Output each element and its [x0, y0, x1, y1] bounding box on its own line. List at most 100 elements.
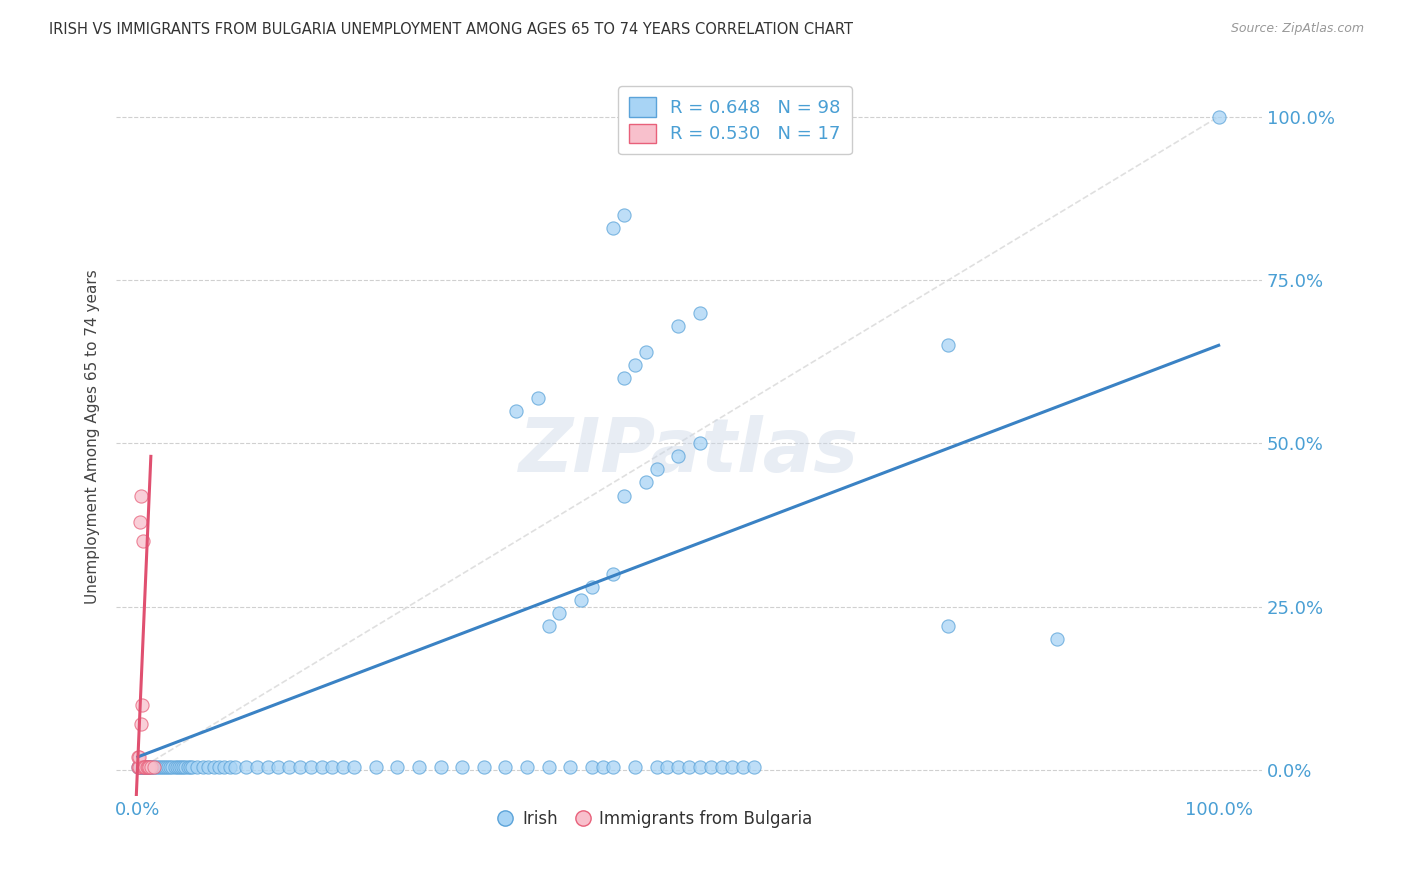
- Point: [710, 760, 733, 774]
- Point: [689, 760, 711, 774]
- Point: [311, 760, 333, 774]
- Point: [162, 760, 184, 774]
- Point: [235, 760, 257, 774]
- Point: [689, 305, 711, 319]
- Point: [537, 760, 560, 774]
- Point: [129, 717, 152, 731]
- Point: [129, 515, 152, 529]
- Point: [299, 760, 322, 774]
- Point: [581, 760, 603, 774]
- Point: [136, 760, 159, 774]
- Point: [613, 371, 636, 385]
- Point: [127, 760, 149, 774]
- Point: [167, 760, 190, 774]
- Point: [602, 566, 624, 581]
- Point: [174, 760, 197, 774]
- Point: [516, 760, 538, 774]
- Point: [733, 760, 755, 774]
- Point: [332, 760, 354, 774]
- Point: [127, 750, 149, 764]
- Point: [267, 760, 290, 774]
- Point: [472, 760, 495, 774]
- Point: [139, 760, 162, 774]
- Point: [170, 760, 193, 774]
- Point: [208, 760, 231, 774]
- Point: [179, 760, 201, 774]
- Point: [172, 760, 194, 774]
- Point: [742, 760, 765, 774]
- Point: [202, 760, 225, 774]
- Point: [135, 760, 157, 774]
- Point: [666, 318, 689, 333]
- Point: [494, 760, 516, 774]
- Point: [166, 760, 188, 774]
- Point: [526, 391, 548, 405]
- Point: [132, 760, 155, 774]
- Point: [592, 760, 614, 774]
- Point: [613, 208, 636, 222]
- Point: [581, 580, 603, 594]
- Point: [645, 760, 668, 774]
- Y-axis label: Unemployment Among Ages 65 to 74 years: Unemployment Among Ages 65 to 74 years: [86, 269, 100, 604]
- Point: [136, 760, 159, 774]
- Point: [176, 760, 198, 774]
- Point: [163, 760, 186, 774]
- Point: [938, 619, 960, 633]
- Point: [197, 760, 219, 774]
- Point: [1208, 110, 1230, 124]
- Point: [191, 760, 214, 774]
- Point: [186, 760, 208, 774]
- Point: [134, 760, 156, 774]
- Point: [143, 760, 166, 774]
- Point: [505, 403, 527, 417]
- Point: [150, 760, 173, 774]
- Point: [634, 344, 657, 359]
- Point: [246, 760, 269, 774]
- Point: [451, 760, 474, 774]
- Point: [256, 760, 278, 774]
- Point: [699, 760, 721, 774]
- Point: [134, 760, 156, 774]
- Point: [143, 760, 166, 774]
- Point: [288, 760, 311, 774]
- Point: [135, 760, 157, 774]
- Point: [148, 760, 170, 774]
- Point: [678, 760, 700, 774]
- Point: [429, 760, 451, 774]
- Point: [666, 760, 689, 774]
- Point: [278, 760, 301, 774]
- Point: [129, 760, 152, 774]
- Text: ZIPatlas: ZIPatlas: [519, 415, 859, 488]
- Point: [129, 760, 152, 774]
- Point: [569, 593, 592, 607]
- Point: [145, 760, 167, 774]
- Point: [157, 760, 180, 774]
- Point: [224, 760, 246, 774]
- Point: [634, 475, 657, 490]
- Point: [131, 760, 153, 774]
- Point: [141, 760, 163, 774]
- Point: [938, 338, 960, 352]
- Point: [138, 760, 160, 774]
- Point: [548, 606, 571, 620]
- Point: [1045, 632, 1067, 647]
- Point: [602, 760, 624, 774]
- Point: [128, 750, 150, 764]
- Point: [138, 760, 160, 774]
- Point: [613, 489, 636, 503]
- Point: [148, 760, 170, 774]
- Point: [134, 760, 156, 774]
- Point: [689, 436, 711, 450]
- Point: [560, 760, 582, 774]
- Legend: Irish, Immigrants from Bulgaria: Irish, Immigrants from Bulgaria: [491, 803, 820, 835]
- Point: [181, 760, 204, 774]
- Point: [159, 760, 181, 774]
- Point: [131, 698, 153, 712]
- Point: [214, 760, 236, 774]
- Point: [364, 760, 387, 774]
- Point: [387, 760, 409, 774]
- Point: [132, 534, 155, 549]
- Point: [134, 760, 156, 774]
- Point: [153, 760, 176, 774]
- Point: [537, 619, 560, 633]
